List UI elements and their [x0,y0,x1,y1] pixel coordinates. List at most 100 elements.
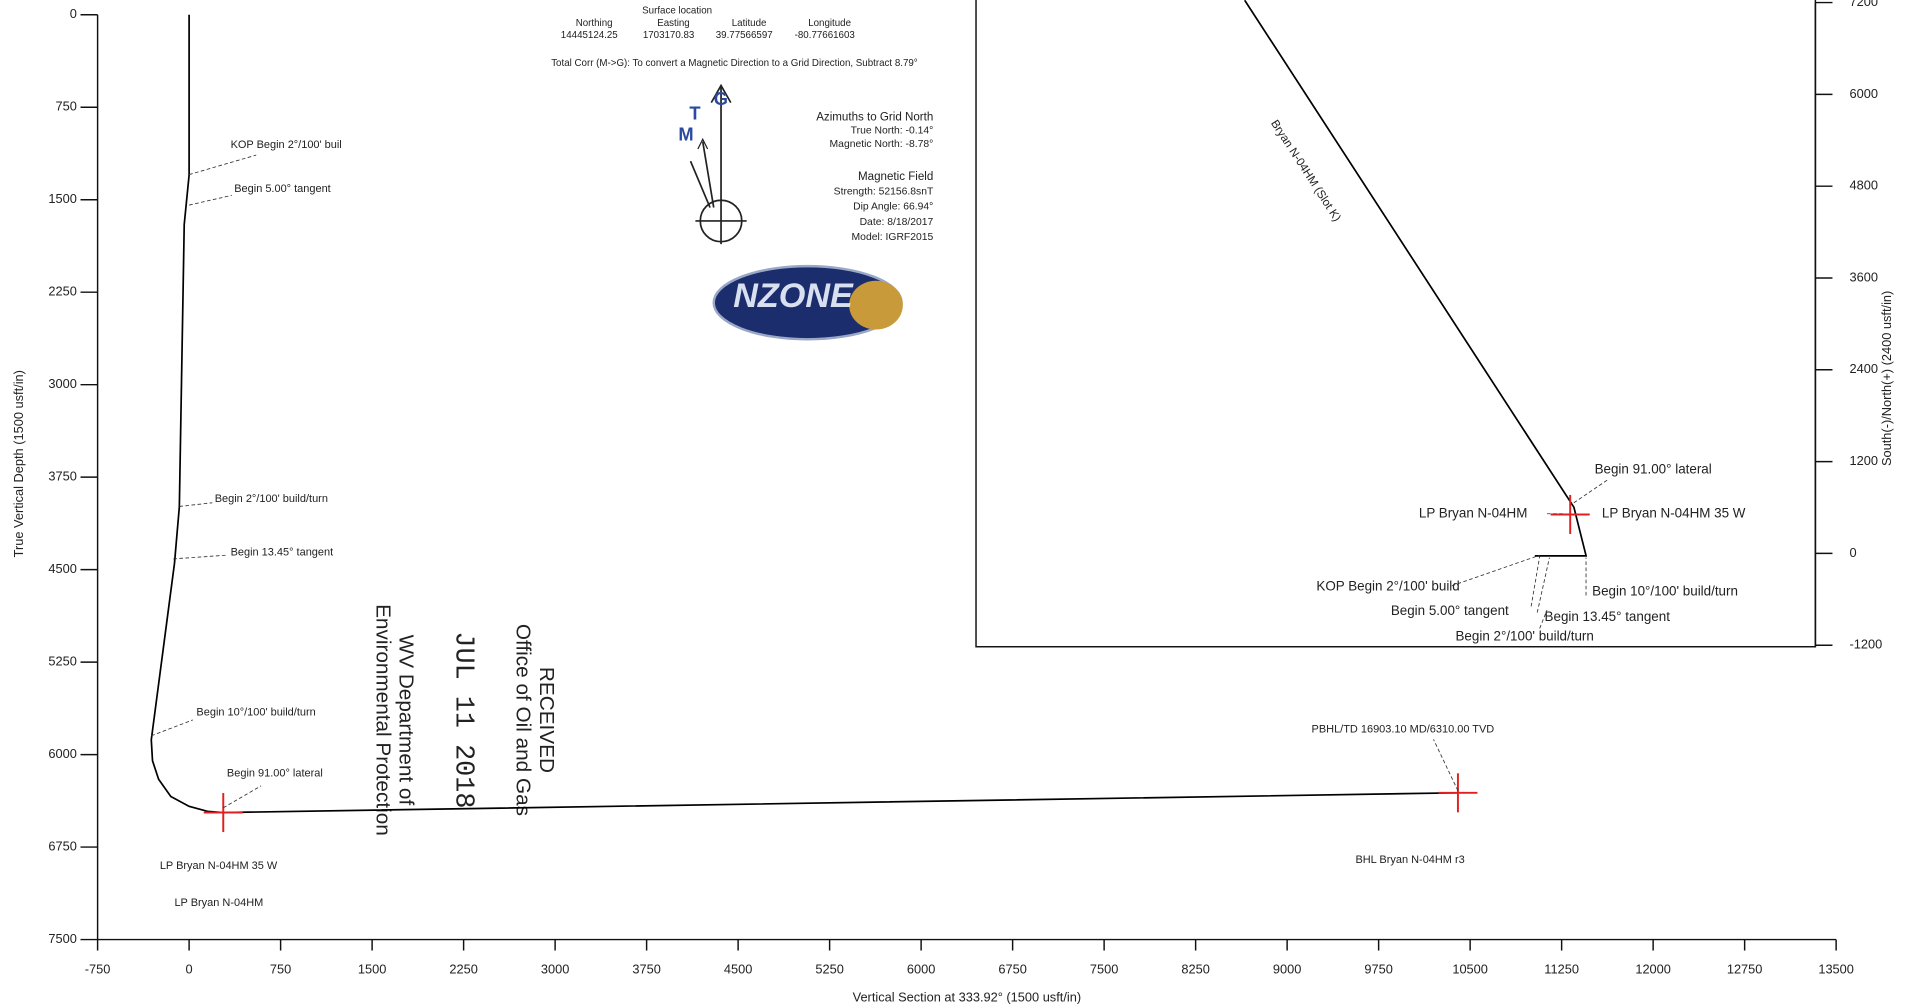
x-tick-label: 7500 [1090,961,1118,976]
logo: NZONE [712,264,903,341]
header-column: Easting [657,18,690,29]
north-arrow [689,83,747,245]
x-tick-label: 0 [186,961,193,976]
y-tick-label: 2250 [48,284,76,299]
y-tick-label: 750 [56,99,77,114]
y-tick-label: 5250 [48,654,76,669]
field-line: Model: IGRF2015 [852,232,934,243]
stamp-text: Office of Oil and Gas [512,624,535,816]
x-tick-label: 11250 [1544,961,1579,976]
y-tick-label: 3000 [48,376,76,391]
x-tick-label: 4500 [724,961,752,976]
x-tick-label: 6000 [907,961,935,976]
annotation: PBHL/TD 16903.10 MD/6310.00 TVD [1312,724,1495,736]
stamp-text: Environmental Protection [371,604,394,836]
x-tick-label: 3000 [541,961,569,976]
leader-line [1433,739,1459,791]
x-tick-label: 1500 [358,961,386,976]
stamp-text: WV Department of [395,635,418,806]
annotation: Begin 10°/100' build/turn [196,707,315,719]
header-text: Total Corr (M->G): To convert a Magnetic… [551,58,918,69]
x-axis-title: Vertical Section at 333.92° (1500 usft/i… [853,990,1082,1005]
annotation: LP Bryan N-04HM 35 W [160,860,278,872]
annotation: Begin 5.00° tangent [1391,603,1509,618]
annotation: Begin 91.00° lateral [1595,461,1712,476]
header-column: Northing [576,18,613,29]
leader-line [188,154,257,176]
field-line: Date: 8/18/2017 [860,217,934,228]
field-line: Dip Angle: 66.94° [853,202,933,213]
target-cross [203,793,243,833]
annotation: BHL Bryan N-04HM r3 [1355,854,1464,866]
y-tick-label: 6000 [1850,86,1878,101]
y-tick-label: 4800 [1850,178,1878,193]
annotation: Begin 13.45° tangent [231,547,334,559]
x-tick-label: 750 [270,961,291,976]
annotation: Begin 91.00° lateral [227,768,323,780]
y-tick-label: 7200 [1850,0,1878,9]
y-tick-label: 3750 [48,469,76,484]
well-path [1243,0,1588,557]
x-tick-label: 12000 [1635,961,1671,976]
field-line: Strength: 52156.8snT [834,186,934,197]
azimuth-line: True North: -0.14° [851,125,934,136]
header-value: 14445124.25 [561,30,619,41]
y-tick-label: 6000 [48,746,76,761]
leader-line [173,554,226,560]
annotation: Begin 2°/100' build/turn [1455,629,1593,644]
stamp-text: JUL 11 2018 [448,631,478,808]
leader-line [189,194,232,206]
annotation: KOP Begin 2°/100' build [1316,579,1459,594]
logo-text: NZONE [733,277,854,315]
x-tick-label: 2250 [449,961,477,976]
y-axis-title: True Vertical Depth (1500 usft/in) [11,370,26,557]
leader-line [1451,554,1540,587]
header-value: 1703170.83 [643,30,695,41]
header-column: Longitude [808,18,851,29]
header-column: Latitude [732,18,767,29]
y-tick-label: 0 [70,6,77,21]
y-tick-label: 7500 [48,931,76,946]
x-tick-label: 8250 [1181,961,1209,976]
leader-line [1573,479,1609,504]
annotation: Begin 10°/100' build/turn [1592,583,1738,598]
annotation: Begin 13.45° tangent [1545,609,1671,624]
y-tick-label: 0 [1850,545,1857,560]
azimuth-line: Magnetic North: -8.78° [830,139,934,150]
x-tick-label: 9750 [1364,961,1392,976]
annotation: Begin 5.00° tangent [234,183,330,195]
north-label: M [678,123,693,144]
y-tick-label: 4500 [48,561,76,576]
header-value: -80.77661603 [795,30,855,41]
target-cross [1550,494,1590,534]
y-tick-label: 1500 [48,191,76,206]
leader-line [151,719,193,737]
north-label: G [714,88,728,109]
header-text: Surface location [642,6,712,17]
field-title: Magnetic Field [858,171,933,183]
leader-line [223,785,262,809]
annotation: LP Bryan N-04HM 35 W [1602,505,1746,520]
azimuth-title: Azimuths to Grid North [816,111,933,123]
leader-line [1530,556,1541,607]
x-tick-label: 10500 [1452,961,1488,976]
x-tick-label: 5250 [815,961,843,976]
target-cross [1438,773,1478,813]
leader-line [1536,557,1550,613]
y-tick-label: 1200 [1850,453,1878,468]
annotation: KOP Begin 2°/100' buil [231,139,342,151]
header-value: 39.77566597 [716,30,773,41]
x-tick-label: -750 [85,961,111,976]
well-path [150,14,1458,814]
x-tick-label: 12750 [1727,961,1763,976]
annotation: Begin 2°/100' build/turn [215,493,328,505]
x-tick-label: 13500 [1818,961,1854,976]
y-tick-label: 3600 [1850,269,1878,284]
north-label: T [689,103,700,124]
x-tick-label: 6750 [998,961,1026,976]
y-axis-title: South(-)/North(+) (2400 usft/in) [1879,291,1894,466]
y-tick-label: 2400 [1850,361,1878,376]
x-tick-label: 3750 [632,961,660,976]
